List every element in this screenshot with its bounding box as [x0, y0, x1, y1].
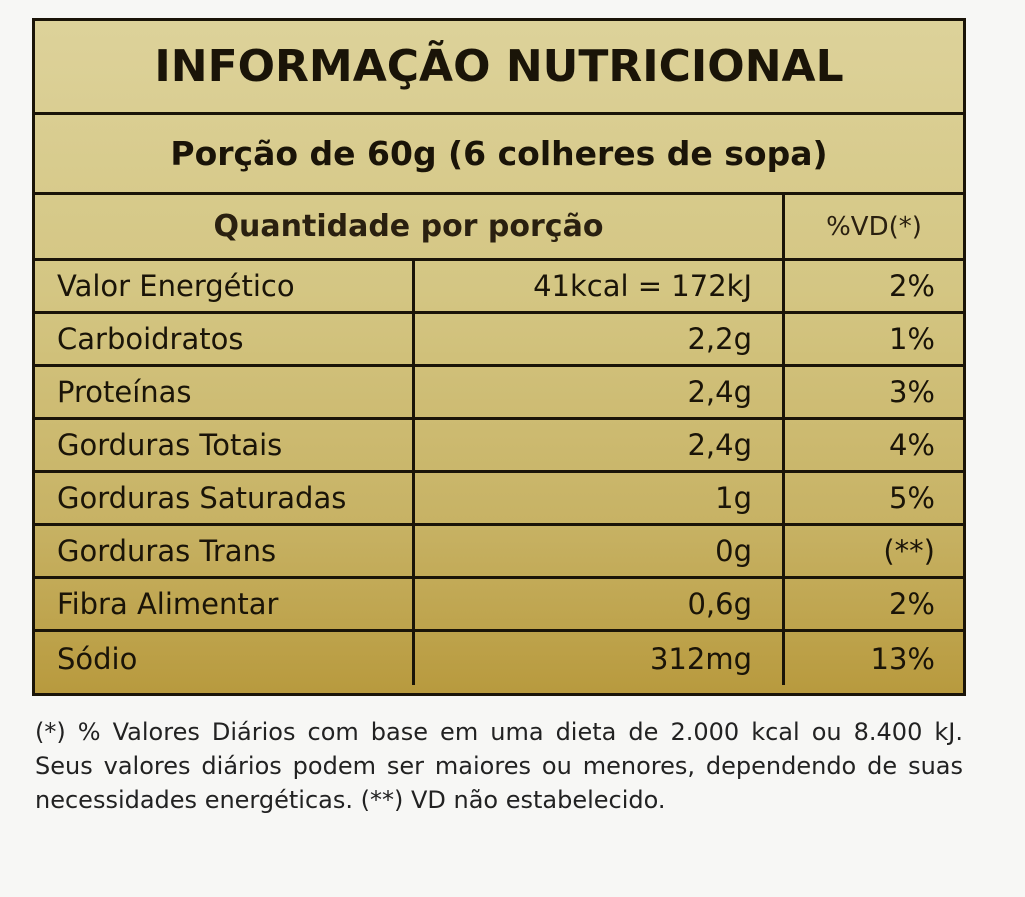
nutrient-amount: 312mg [415, 632, 785, 685]
nutrient-row: Fibra Alimentar 0,6g 2% [35, 579, 963, 632]
nutrient-dv: 13% [870, 641, 935, 676]
table-title: INFORMAÇÃO NUTRICIONAL [35, 21, 963, 115]
nutrient-amount: 2,4g [415, 367, 785, 417]
nutrient-row: Gorduras Totais 2,4g 4% [35, 420, 963, 473]
nutrient-dv: 3% [888, 375, 935, 409]
nutrient-name: Gorduras Totais [35, 420, 415, 470]
footnote: (*) % Valores Diários com base em uma di… [35, 718, 963, 814]
nutrient-dv: 2% [888, 587, 935, 621]
dv-header: %VD(*) [826, 211, 922, 242]
nutrient-name: Proteínas [35, 367, 415, 417]
nutrient-dv: 1% [888, 322, 935, 356]
nutrient-name: Carboidratos [35, 314, 415, 364]
nutrient-dv: (**) [883, 534, 935, 568]
nutrient-name: Valor Energético [35, 261, 415, 311]
nutrient-amount: 0g [415, 526, 785, 576]
nutrient-row: Valor Energético 41kcal = 172kJ 2% [35, 261, 963, 314]
nutrient-name: Fibra Alimentar [35, 579, 415, 629]
nutrient-amount: 0,6g [415, 579, 785, 629]
nutrient-row: Sódio 312mg 13% [35, 632, 963, 685]
header-row: Quantidade por porção %VD(*) [35, 195, 963, 261]
nutrient-dv: 5% [888, 481, 935, 515]
nutrient-name: Gorduras Trans [35, 526, 415, 576]
nutrient-amount: 1g [415, 473, 785, 523]
nutrient-amount: 2,4g [415, 420, 785, 470]
nutrient-row: Gorduras Trans 0g (**) [35, 526, 963, 579]
nutrient-amount: 41kcal = 172kJ [415, 261, 785, 311]
nutrient-name: Gorduras Saturadas [35, 473, 415, 523]
nutrient-name: Sódio [35, 632, 415, 685]
portion-size: Porção de 60g (6 colheres de sopa) [35, 115, 963, 195]
nutrition-facts-table: INFORMAÇÃO NUTRICIONAL Porção de 60g (6 … [32, 18, 966, 696]
nutrient-row: Proteínas 2,4g 3% [35, 367, 963, 420]
nutrient-amount: 2,2g [415, 314, 785, 364]
nutrient-dv: 2% [888, 269, 935, 303]
nutrient-dv: 4% [888, 428, 935, 462]
nutrient-row: Gorduras Saturadas 1g 5% [35, 473, 963, 526]
nutrient-row: Carboidratos 2,2g 1% [35, 314, 963, 367]
quantity-header: Quantidade por porção [35, 195, 785, 258]
